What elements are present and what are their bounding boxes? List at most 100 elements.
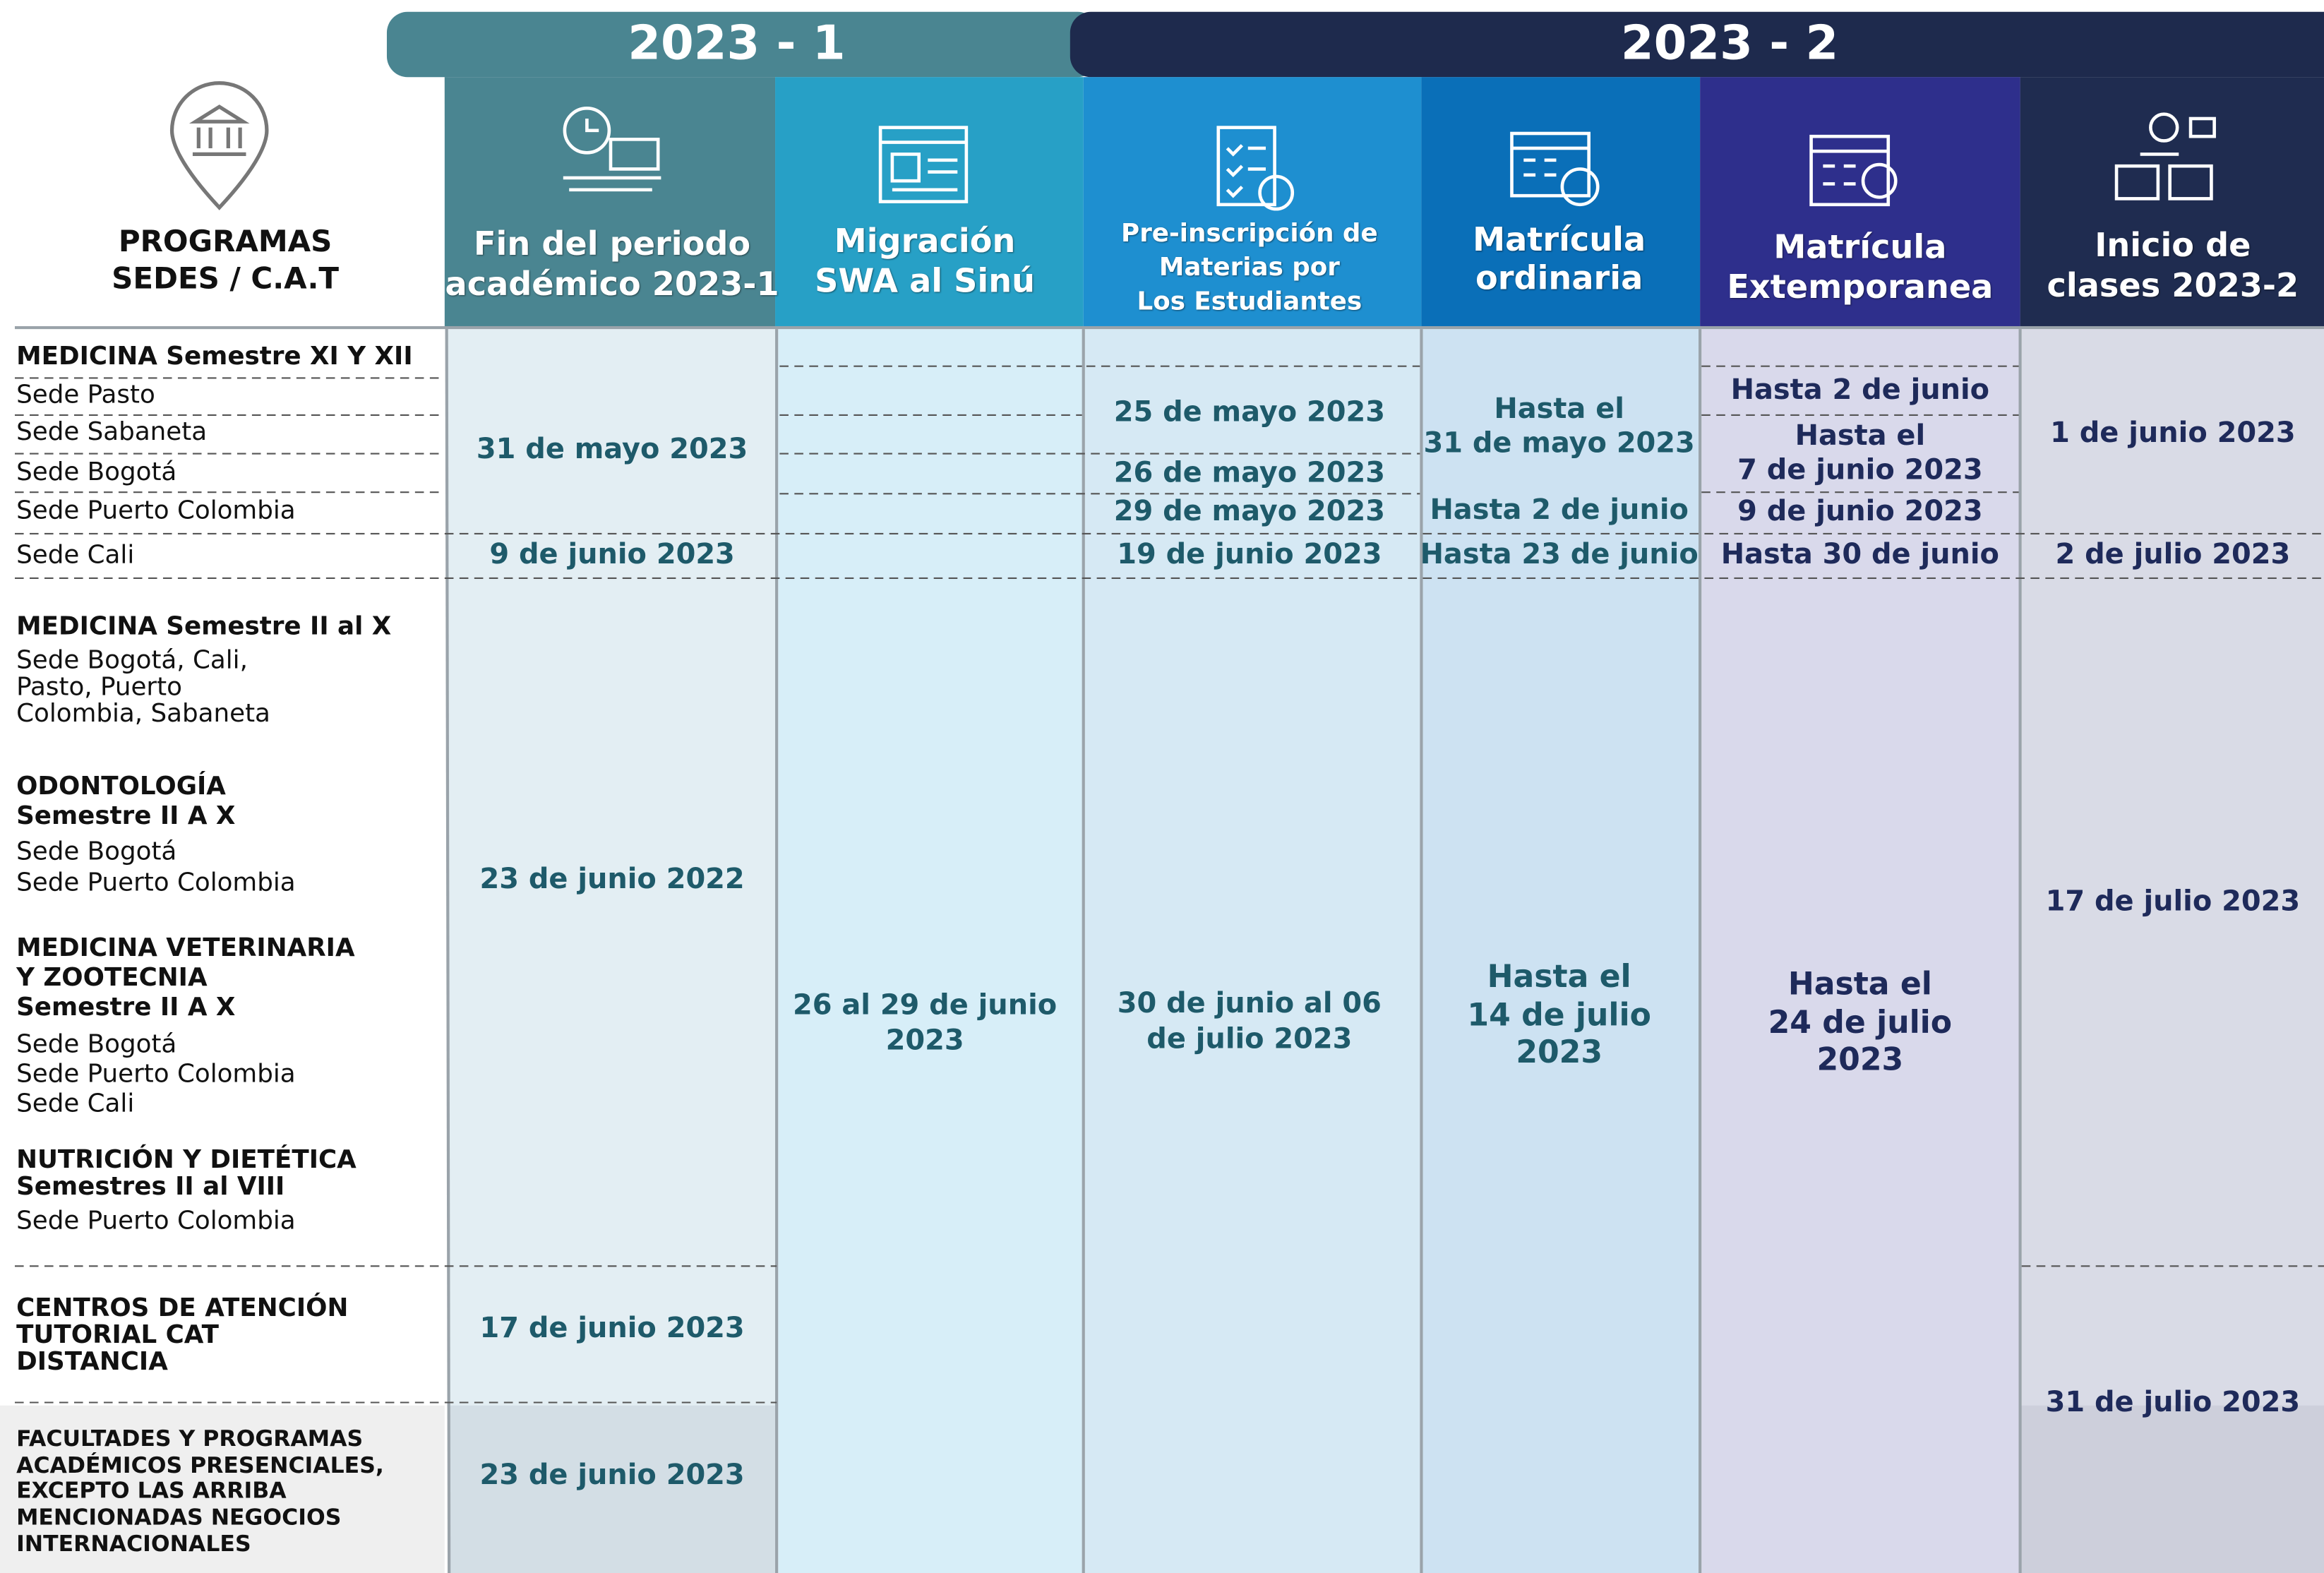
date-cell: 2023 xyxy=(1516,1034,1603,1070)
program-title: MENCIONADAS NEGOCIOS xyxy=(16,1505,341,1530)
period-bar xyxy=(1070,11,2324,78)
date-cell: Hasta el xyxy=(1795,419,1926,452)
date-cell: Hasta 2 de junio xyxy=(1731,373,1989,406)
class-icon xyxy=(2114,112,2216,201)
sede-label: Sede Puerto Colombia xyxy=(16,496,296,525)
program-title: Semestre II A X xyxy=(16,801,235,830)
column-header-bg xyxy=(1700,77,2020,326)
sede-label: Sede Puerto Colombia xyxy=(16,1206,296,1235)
date-cell: 2 de julio 2023 xyxy=(2055,538,2290,570)
program-title: MEDICINA VETERINARIA xyxy=(16,933,355,962)
date-cell: 25 de mayo 2023 xyxy=(1114,395,1385,428)
column-header: Materias por xyxy=(1159,253,1340,282)
sede-label: Pasto, Puerto xyxy=(16,672,182,701)
corner-label: SEDES / C.A.T xyxy=(112,261,339,295)
program-title: TUTORIAL CAT xyxy=(16,1320,220,1349)
clock-laptop-icon xyxy=(563,106,661,192)
column-header: SWA al Sinú xyxy=(815,262,1035,300)
column-header: académico 2023-1 xyxy=(445,265,779,303)
program-title: FACULTADES Y PROGRAMAS xyxy=(16,1426,363,1452)
column-header: Los Estudiantes xyxy=(1137,287,1362,316)
column-header: Matrícula xyxy=(1473,220,1646,258)
column-header: Matrícula xyxy=(1773,227,1946,265)
date-cell: 19 de junio 2023 xyxy=(1117,538,1382,570)
program-title: NUTRICIÓN Y DIETÉTICA xyxy=(16,1144,357,1174)
column-header: Pre-inscripción de xyxy=(1121,219,1378,248)
date-cell: Hasta 2 de junio xyxy=(1430,494,1688,526)
date-cell: 23 de junio 2022 xyxy=(479,863,744,895)
sede-label: Sede Bogotá, Cali, xyxy=(16,646,248,675)
column-header: Fin del periodo xyxy=(474,225,750,263)
date-cell: de julio 2023 xyxy=(1146,1023,1352,1055)
period-label: 2023 - 1 xyxy=(628,16,845,71)
date-cell: 23 de junio 2023 xyxy=(479,1459,744,1491)
sede-label: Sede Cali xyxy=(16,1089,134,1118)
cell-bg xyxy=(1701,329,2019,1573)
sede-label: Colombia, Sabaneta xyxy=(16,699,270,728)
sede-label: Sede Bogotá xyxy=(16,457,176,486)
date-cell: Hasta el xyxy=(1487,959,1631,995)
cell-bg xyxy=(1422,329,1699,1573)
corner-label: PROGRAMAS xyxy=(119,224,333,258)
sede-label: Sede Sabaneta xyxy=(16,417,207,446)
sede-label: Sede Bogotá xyxy=(16,837,176,866)
date-cell: 1 de junio 2023 xyxy=(2050,417,2295,449)
web-icon xyxy=(878,126,969,203)
program-title: MEDICINA Semestre XI Y XII xyxy=(16,342,413,371)
date-cell: 26 de mayo 2023 xyxy=(1114,456,1385,489)
date-cell: Hasta 30 de junio xyxy=(1721,538,1999,570)
location-icon xyxy=(169,81,269,210)
date-cell: 9 de junio 2023 xyxy=(489,538,734,570)
calendar-alert-icon xyxy=(1809,134,1898,207)
calendar-money-icon xyxy=(1510,131,1600,207)
program-title: MEDICINA Semestre II al X xyxy=(16,611,391,640)
date-cell: 31 de mayo 2023 xyxy=(477,433,748,465)
column-header: Inicio de xyxy=(2095,226,2251,264)
row-label-bg xyxy=(0,1405,445,1573)
column-header: Migración xyxy=(834,222,1016,260)
date-cell: Hasta el xyxy=(1494,393,1624,425)
date-cell: 26 al 29 de junio xyxy=(793,988,1057,1021)
program-title: CENTROS DE ATENCIÓN xyxy=(16,1293,348,1322)
column-header-bg xyxy=(444,77,776,326)
column-separators xyxy=(14,77,2324,1573)
date-cell: 2023 xyxy=(886,1024,964,1057)
date-cell: 7 de junio 2023 xyxy=(1737,453,1982,486)
date-cell: 24 de julio xyxy=(1768,1005,1952,1041)
program-title: Semestres II al VIII xyxy=(16,1172,284,1201)
cell-bg xyxy=(448,329,776,1573)
date-cell: Hasta 23 de junio xyxy=(1420,538,1699,570)
checklist-icon xyxy=(1216,126,1295,211)
cell-bg xyxy=(448,1405,776,1573)
column-header-bg xyxy=(1421,77,1701,326)
sede-label: Sede Cali xyxy=(16,540,134,569)
date-cell: 30 de junio al 06 xyxy=(1118,987,1382,1019)
cell-bg xyxy=(2021,329,2324,1573)
date-cell: 9 de junio 2023 xyxy=(1737,495,1982,527)
sede-label: Sede Bogotá xyxy=(16,1029,176,1058)
date-cell: Hasta el xyxy=(1788,966,1932,1002)
program-title: ODONTOLOGÍA xyxy=(16,771,226,801)
program-title: Semestre II A X xyxy=(16,993,235,1022)
cell-bg xyxy=(778,329,1082,1573)
program-title: ACADÉMICOS PRESENCIALES, xyxy=(16,1452,384,1478)
date-cell: 31 de mayo 2023 xyxy=(1424,426,1695,459)
date-cell: 31 de julio 2023 xyxy=(2046,1386,2300,1418)
column-header: ordinaria xyxy=(1475,258,1643,297)
date-cell: 17 de junio 2023 xyxy=(479,1312,744,1344)
row-label-bg xyxy=(0,329,445,1573)
column-header: Extemporanea xyxy=(1727,268,1993,306)
row-dividers xyxy=(14,365,2324,1404)
date-cell: 14 de julio xyxy=(1467,998,1651,1034)
program-title: INTERNACIONALES xyxy=(16,1531,251,1557)
program-title: EXCEPTO LAS ARRIBA xyxy=(16,1478,287,1504)
sede-label: Sede Pasto xyxy=(16,381,155,409)
period-label: 2023 - 2 xyxy=(1621,16,1838,71)
sede-label: Sede Puerto Colombia xyxy=(16,868,296,897)
cell-bg xyxy=(1084,329,1420,1573)
program-title: Y ZOOTECNIA xyxy=(16,963,208,992)
cell-bg xyxy=(2021,1405,2324,1573)
period-bar xyxy=(386,11,1098,78)
